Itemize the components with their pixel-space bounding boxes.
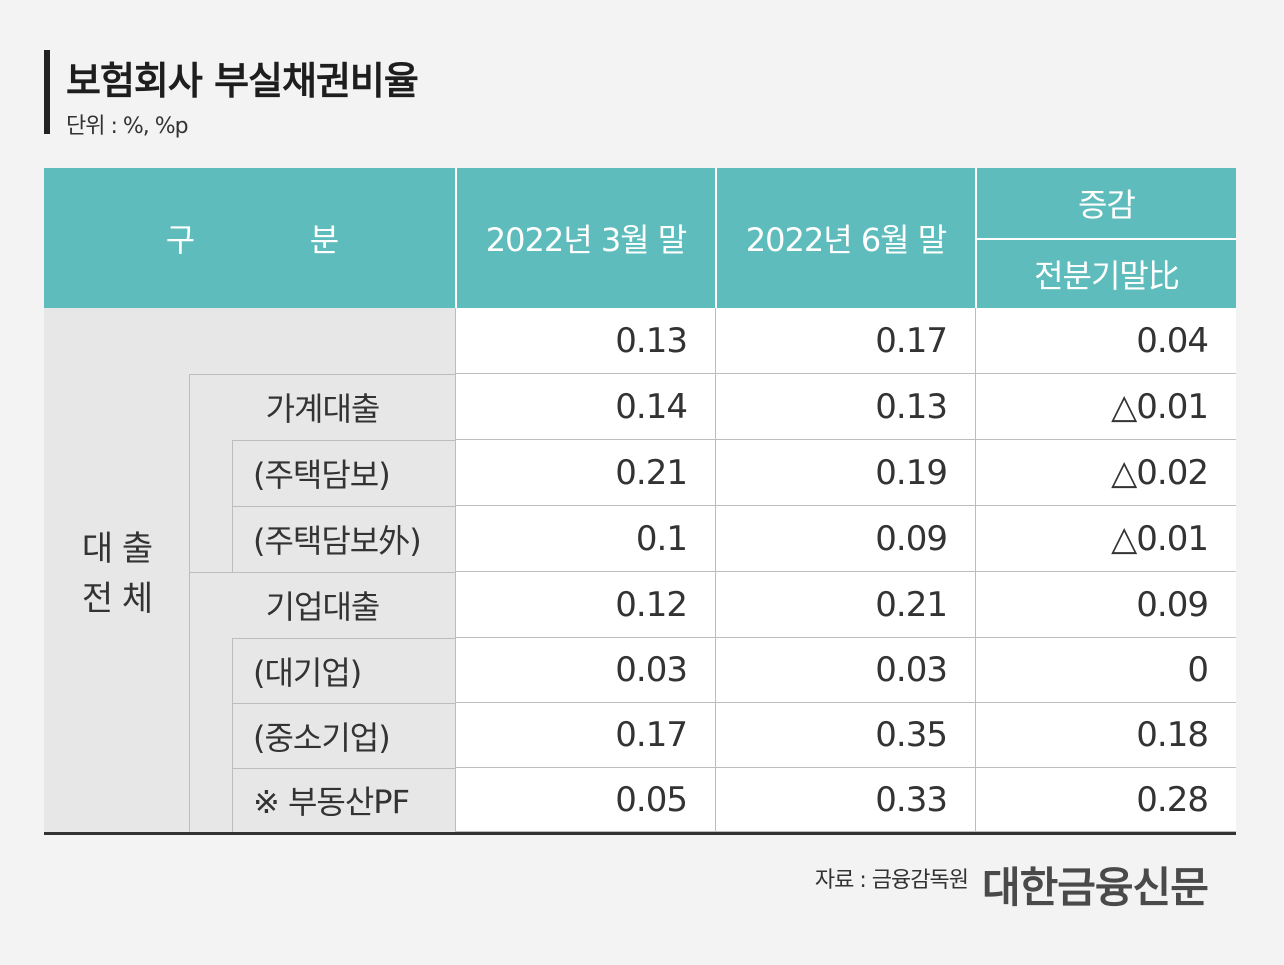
unit-label: 단위 : %, %p (66, 114, 189, 139)
table-cell-jun: 0.03 (715, 638, 975, 703)
row-label-sme: (중소기업) (253, 718, 391, 757)
row-label-household: 가계대출 (265, 390, 381, 428)
label-divider (232, 440, 455, 441)
table-cell-mar: 0.21 (455, 440, 715, 506)
table-cell-chg: 0.09 (975, 572, 1236, 638)
table-cell-mar: 0.1 (455, 506, 715, 572)
row-label-pf: ※ 부동산PF (253, 783, 410, 821)
table-cell-jun: 0.17 (715, 308, 975, 374)
label-divider (232, 506, 455, 507)
table-bottom-border (44, 832, 1236, 835)
table-cell-jun: 0.33 (715, 768, 975, 832)
label-divider (189, 374, 455, 375)
header-col-change-sub: 전분기말比 (977, 240, 1236, 308)
label-divider (232, 768, 455, 769)
table-cell-chg: 0.04 (975, 308, 1236, 374)
row-label-corporate: 기업대출 (265, 588, 381, 626)
table-cell-chg: 0.18 (975, 703, 1236, 768)
table-cell-mar: 0.05 (455, 768, 715, 832)
chart-title: 보험회사 부실채권비율 (66, 59, 419, 103)
header-col-jun: 2022년 6월 말 (717, 168, 975, 308)
group-label-line1: 대 출 (81, 528, 153, 569)
label-divider (232, 638, 233, 832)
group-label-line2: 전 체 (81, 578, 153, 619)
table-cell-mar: 0.14 (455, 374, 715, 440)
table-cell-mar: 0.03 (455, 638, 715, 703)
table-cell-mar: 0.17 (455, 703, 715, 768)
table-cell-chg: △0.01 (975, 374, 1236, 440)
label-column-bg (44, 308, 455, 832)
table-cell-chg: △0.01 (975, 506, 1236, 572)
table-cell-jun: 0.09 (715, 506, 975, 572)
header-col-change: 증감 (977, 168, 1236, 238)
header-category-a: 구 (150, 168, 210, 308)
source-note: 자료 : 금융감독원 (814, 868, 969, 893)
label-divider (232, 638, 455, 639)
header-divider (715, 168, 717, 308)
row-label-large-corp: (대기업) (253, 653, 362, 692)
table-cell-chg: 0 (975, 638, 1236, 703)
title-accent-bar (44, 50, 50, 134)
header-divider (975, 168, 977, 308)
label-divider (232, 703, 455, 704)
table-cell-jun: 0.19 (715, 440, 975, 506)
table-cell-jun: 0.13 (715, 374, 975, 440)
label-divider (189, 374, 190, 832)
header-divider (977, 238, 1236, 240)
header-category-b: 분 (294, 168, 354, 308)
row-label-mortgage: (주택담보) (253, 456, 391, 494)
header-col-mar: 2022년 3월 말 (457, 168, 715, 308)
publisher-logo: 대한금융신문 (982, 863, 1209, 912)
header-divider (455, 168, 457, 308)
label-divider (189, 572, 455, 573)
table-cell-jun: 0.35 (715, 703, 975, 768)
row-label-non-mortgage: (주택담보外) (253, 522, 422, 560)
table-cell-chg: 0.28 (975, 768, 1236, 832)
table-cell-mar: 0.12 (455, 572, 715, 638)
table-cell-mar: 0.13 (455, 308, 715, 374)
table-cell-jun: 0.21 (715, 572, 975, 638)
table-cell-chg: △0.02 (975, 440, 1236, 506)
